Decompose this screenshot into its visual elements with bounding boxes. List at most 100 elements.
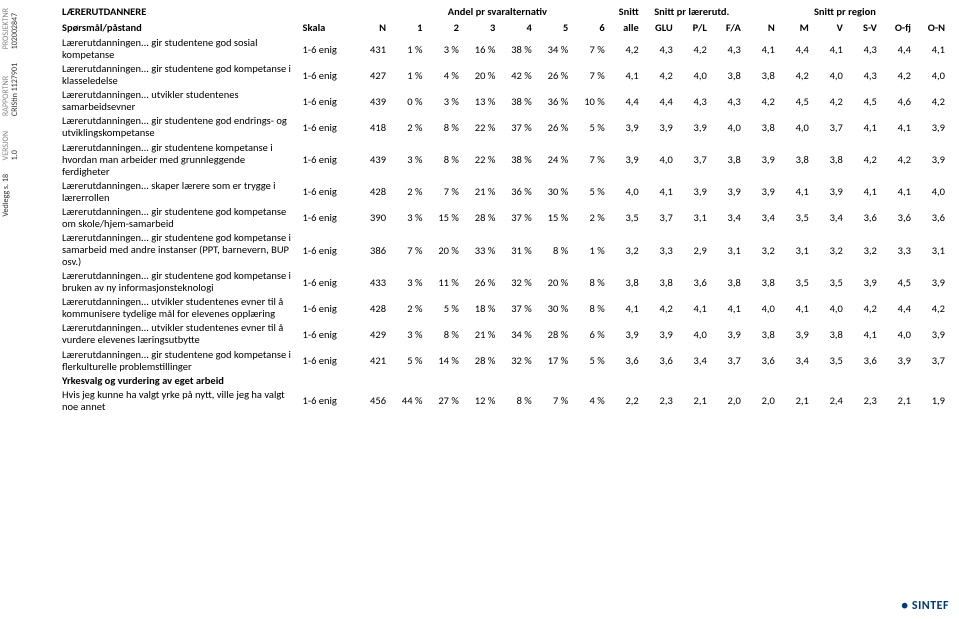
hdr-scale: Skala [301, 20, 354, 36]
cell-lu-0: 3,9 [641, 321, 675, 347]
cell-pct-2: 7 % [424, 179, 460, 205]
cell-lu-1: 3,4 [675, 348, 709, 374]
cell-pct-2: 8 % [424, 141, 460, 179]
cell-lu-1: 4,0 [675, 62, 709, 88]
cell-reg-5: 3,7 [913, 348, 947, 374]
cell-lu-2: 3,9 [709, 321, 743, 347]
cell-pct-5: 26 % [534, 62, 570, 88]
cell-pct-5: 36 % [534, 88, 570, 114]
cell-reg-0: 2,0 [743, 388, 777, 414]
cell-reg-5: 3,9 [913, 114, 947, 140]
cell-reg-1: 4,2 [777, 62, 811, 88]
cell-pct-6: 5 % [570, 348, 607, 374]
cell-alle: 3,8 [607, 269, 641, 295]
table-row: Lærerutdanningen... utvikler studentenes… [60, 88, 947, 114]
cell-reg-1: 4,1 [777, 295, 811, 321]
cell-reg-3: 4,1 [845, 321, 879, 347]
table-row: Lærerutdanningen... utvikler studentenes… [60, 295, 947, 321]
cell-scale: 1-6 enig [301, 36, 354, 62]
cell-lu-0: 4,2 [641, 295, 675, 321]
cell-label: Lærerutdanningen... utvikler studentenes… [60, 321, 301, 347]
cell-lu-1: 3,9 [675, 114, 709, 140]
cell-reg-2: 4,2 [811, 88, 845, 114]
cell-reg-3: 4,1 [845, 114, 879, 140]
cell-lu-1: 4,3 [675, 88, 709, 114]
hdr-laererutd: Snitt pr lærerutd. [641, 4, 743, 20]
cell-lu-0: 4,1 [641, 179, 675, 205]
cell-reg-0: 4,2 [743, 88, 777, 114]
cell-reg-4: 3,9 [879, 348, 913, 374]
cell-reg-5: 3,6 [913, 205, 947, 231]
cell-lu-1: 4,0 [675, 321, 709, 347]
cell-n: 428 [354, 179, 388, 205]
cell-reg-4: 2,1 [879, 388, 913, 414]
cell-pct-4: 38 % [497, 141, 533, 179]
cell-lu-2: 4,1 [709, 295, 743, 321]
cell-pct-6: 6 % [570, 321, 607, 347]
cell-n: 433 [354, 269, 388, 295]
cell-scale: 1-6 enig [301, 88, 354, 114]
table-row: Lærerutdanningen... utvikler studentenes… [60, 321, 947, 347]
cell-reg-0: 3,9 [743, 179, 777, 205]
cell-pct-6: 8 % [570, 269, 607, 295]
cell-lu-1: 4,1 [675, 295, 709, 321]
cell-reg-1: 4,5 [777, 88, 811, 114]
cell-pct-6: 8 % [570, 295, 607, 321]
cell-pct-2: 27 % [424, 388, 460, 414]
cell-pct-2: 11 % [424, 269, 460, 295]
cell-alle: 4,1 [607, 62, 641, 88]
cell-n: 427 [354, 62, 388, 88]
cell-pct-4: 36 % [497, 179, 533, 205]
table-row: Lærerutdanningen... gir studentene god k… [60, 348, 947, 374]
cell-lu-2: 3,8 [709, 62, 743, 88]
cell-reg-5: 4,0 [913, 62, 947, 88]
hdr-main: LÆRERUTDANNERE [60, 4, 301, 20]
cell-reg-1: 3,4 [777, 348, 811, 374]
cell-pct-4: 8 % [497, 388, 533, 414]
cell-reg-1: 3,8 [777, 141, 811, 179]
cell-label: Lærerutdanningen... gir studentene god s… [60, 36, 301, 62]
cell-lu-0: 3,3 [641, 231, 675, 269]
cell-pct-2: 3 % [424, 36, 460, 62]
cell-lu-2: 4,0 [709, 114, 743, 140]
hdr-1: 1 [388, 20, 424, 36]
hdr-4: 4 [497, 20, 533, 36]
cell-scale: 1-6 enig [301, 348, 354, 374]
cell-pct-4: 32 % [497, 348, 533, 374]
cell-reg-3: 4,3 [845, 62, 879, 88]
table-row: Lærerutdanningen... gir studentene kompe… [60, 141, 947, 179]
cell-pct-6: 10 % [570, 88, 607, 114]
cell-reg-1: 3,5 [777, 205, 811, 231]
cell-pct-2: 5 % [424, 295, 460, 321]
cell-pct-2: 15 % [424, 205, 460, 231]
cell-lu-2: 3,8 [709, 269, 743, 295]
table-row: Lærerutdanningen... gir studentene god k… [60, 62, 947, 88]
cell-pct-1: 2 % [388, 295, 424, 321]
cell-scale: 1-6 enig [301, 295, 354, 321]
cell-reg-2: 3,8 [811, 321, 845, 347]
cell-scale: 1-6 enig [301, 321, 354, 347]
hdr-andel: Andel pr svaralternativ [388, 4, 607, 20]
hdr-ron: O-N [913, 20, 947, 36]
cell-reg-4: 3,6 [879, 205, 913, 231]
rail-project: PROSJEKTNR 102002847 [2, 8, 20, 49]
cell-pct-3: 13 % [461, 88, 497, 114]
cell-alle: 2,2 [607, 388, 641, 414]
cell-lu-0: 4,2 [641, 62, 675, 88]
cell-reg-2: 4,0 [811, 295, 845, 321]
cell-lu-0: 4,4 [641, 88, 675, 114]
cell-pct-3: 18 % [461, 295, 497, 321]
cell-reg-2: 3,5 [811, 269, 845, 295]
cell-pct-4: 38 % [497, 36, 533, 62]
cell-label: Lærerutdanningen... utvikler studentenes… [60, 88, 301, 114]
cell-pct-6: 4 % [570, 388, 607, 414]
cell-reg-4: 4,4 [879, 295, 913, 321]
hdr-2: 2 [424, 20, 460, 36]
cell-lu-0: 4,0 [641, 141, 675, 179]
cell-reg-5: 4,1 [913, 36, 947, 62]
cell-pct-3: 28 % [461, 348, 497, 374]
cell-pct-4: 42 % [497, 62, 533, 88]
hdr-rv: V [811, 20, 845, 36]
cell-reg-1: 3,5 [777, 269, 811, 295]
cell-reg-3: 3,9 [845, 269, 879, 295]
